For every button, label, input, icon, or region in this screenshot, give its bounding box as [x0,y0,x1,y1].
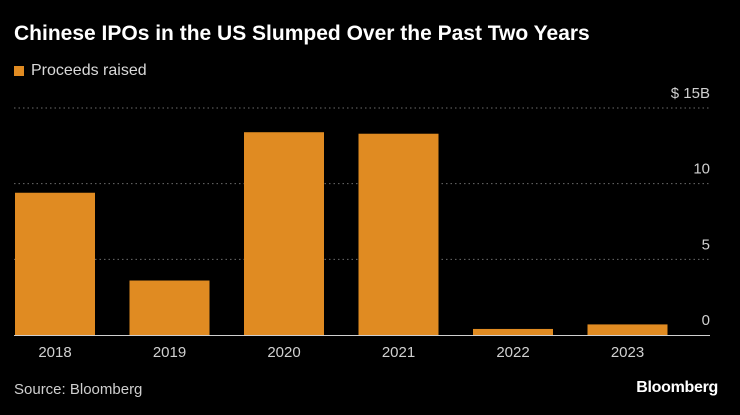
x-tick-label: 2021 [382,344,415,361]
source-note: Source: Bloomberg [14,381,143,398]
y-tick-labels: 0 5 10 $ 15B [671,85,710,329]
legend-swatch [14,66,24,76]
x-tick-label: 2020 [267,344,300,361]
bar-2022 [473,328,553,335]
y-tick-label: 10 [693,161,710,178]
y-tick-label: $ 15B [671,85,710,102]
bar-2018 [15,192,95,335]
bar-2023 [587,324,668,335]
bloomberg-logo: Bloomberg [636,379,718,396]
x-tick-label: 2022 [496,344,529,361]
y-tick-label: 0 [702,312,710,329]
bar-2020 [244,132,324,335]
x-tick-labels: 2018 2019 2020 2021 2022 2023 [38,344,644,361]
bar-2019 [129,280,210,335]
x-tick-label: 2023 [611,344,644,361]
bar-2021 [358,133,439,335]
legend: Proceeds raised [14,62,147,80]
y-tick-label: 5 [702,236,710,253]
legend-label: Proceeds raised [31,62,147,79]
x-tick-label: 2019 [153,344,186,361]
bars [15,132,668,335]
x-tick-label: 2018 [38,344,71,361]
chart-title: Chinese IPOs in the US Slumped Over the … [14,22,590,45]
